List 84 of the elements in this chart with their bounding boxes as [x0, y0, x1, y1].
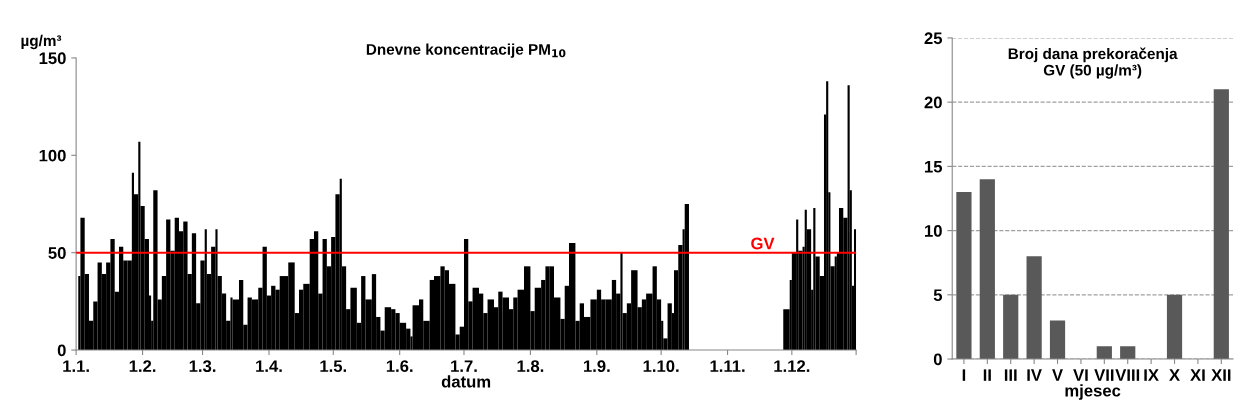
x-tick-label: VIII — [1115, 369, 1140, 381]
bar — [339, 178, 342, 351]
bar — [1049, 320, 1066, 360]
x-tick-label: 1.10. — [643, 360, 679, 373]
x-axis-title: mjesec — [1065, 384, 1121, 400]
x-tick-label: 1.11. — [710, 360, 745, 372]
y-tick-label: 10 — [925, 225, 942, 237]
bar — [215, 229, 218, 351]
bar — [80, 217, 85, 351]
y-tick-label: 150 — [39, 52, 66, 65]
x-tick-label: I — [962, 369, 966, 381]
bar — [838, 207, 844, 351]
bar — [463, 239, 469, 351]
bar — [183, 221, 188, 351]
bar — [1096, 346, 1112, 360]
bar — [487, 299, 494, 351]
bar — [545, 266, 550, 351]
x-tick-label: IX — [1144, 369, 1159, 381]
bar — [350, 287, 357, 351]
bar — [631, 270, 638, 351]
bar — [813, 207, 816, 351]
bar — [204, 229, 207, 351]
y-tick-label: 20 — [924, 96, 942, 109]
x-tick-label: 1.8. — [517, 360, 544, 373]
x-tick-label: XII — [1211, 369, 1231, 381]
bar — [118, 246, 124, 351]
bar — [826, 81, 829, 351]
x-tick-label: II — [983, 369, 991, 381]
bar — [684, 204, 689, 351]
x-tick-label: 1.1. — [63, 360, 89, 372]
x-tick-label: 1.2. — [129, 360, 156, 372]
bar — [1003, 294, 1019, 360]
x-tick-label: 1.5. — [320, 360, 347, 373]
bar — [313, 231, 319, 351]
bar — [288, 262, 295, 351]
bar — [1120, 346, 1136, 360]
x-tick-label: VII — [1094, 369, 1114, 381]
bar — [110, 239, 115, 351]
y-tick-label: 0 — [933, 353, 942, 366]
x-tick-label: 1.4. — [256, 360, 282, 372]
y-tick-label: 0 — [57, 344, 66, 357]
bar — [1026, 256, 1042, 360]
bar — [620, 252, 623, 351]
bar — [191, 233, 197, 351]
bar — [262, 246, 267, 351]
bar — [979, 179, 995, 360]
bar — [853, 229, 857, 351]
chart-title: Dnevne koncentracije PM$_{10}$ — [366, 43, 566, 58]
x-tick-label: 1.7. — [451, 360, 477, 372]
y-axis-title: µg/m³ — [21, 34, 62, 50]
x-tick-label: 1.9. — [583, 360, 610, 373]
y-tick-label: 15 — [925, 160, 943, 173]
bar — [1166, 294, 1183, 360]
x-tick-label: 1.3. — [189, 360, 216, 373]
ref-line-label: GV — [751, 237, 775, 250]
text: Broj dana prekoračenja GV (50 µg/m³) — [1008, 47, 1178, 79]
x-tick-label: V — [1052, 369, 1063, 381]
y-tick-label: 5 — [933, 289, 943, 302]
x-tick-label: 1.12. — [774, 360, 810, 372]
bar — [834, 256, 837, 351]
bar — [153, 190, 158, 351]
x-tick-label: VI — [1073, 369, 1088, 381]
x-tick-label: 1.6. — [386, 360, 413, 373]
y-tick-label: 25 — [924, 32, 943, 45]
bar — [279, 276, 284, 351]
x-tick-label: X — [1169, 369, 1180, 381]
bar — [804, 209, 807, 351]
bar — [322, 239, 327, 351]
bar — [271, 285, 276, 351]
y-tick-label: 100 — [39, 149, 66, 162]
x-tick-label: IV — [1027, 369, 1042, 381]
bar — [956, 192, 972, 360]
bar — [847, 85, 850, 351]
x-axis-title: datum — [441, 375, 491, 388]
y-tick-label: 50 — [48, 247, 66, 259]
bar — [667, 303, 672, 351]
x-tick-label: XI — [1190, 369, 1205, 381]
bar — [796, 219, 799, 351]
bar — [174, 217, 179, 351]
bar — [97, 262, 102, 351]
x-tick-label: III — [1004, 369, 1017, 381]
bar — [1213, 89, 1229, 360]
bar — [166, 219, 171, 351]
bar — [472, 287, 479, 351]
